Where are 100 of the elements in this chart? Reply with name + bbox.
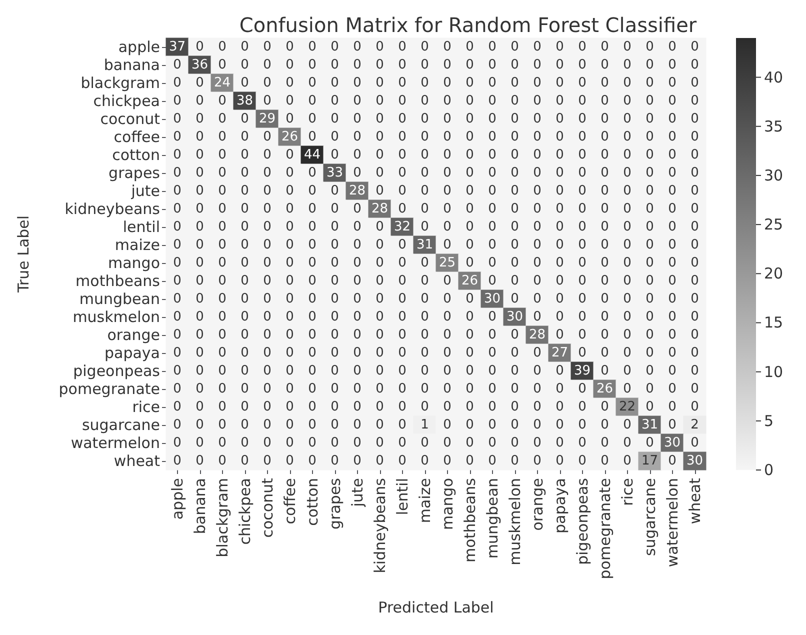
data-label: 0 <box>623 184 632 198</box>
data-label: 0 <box>466 346 474 360</box>
data-label: 0 <box>443 346 452 360</box>
data-label: 0 <box>173 418 182 432</box>
data-label: 0 <box>646 148 654 162</box>
data-label: 0 <box>330 274 339 288</box>
data-label: 0 <box>668 292 676 306</box>
data-label: 0 <box>398 382 406 396</box>
data-label: 0 <box>398 400 406 414</box>
data-label: 0 <box>286 346 294 360</box>
data-label: 0 <box>600 58 609 72</box>
data-label: 0 <box>646 328 654 342</box>
data-label: 0 <box>240 166 249 180</box>
data-label: 0 <box>398 364 406 378</box>
data-label: 0 <box>240 58 249 72</box>
data-label: 33 <box>326 166 344 180</box>
data-label: 0 <box>533 220 542 234</box>
data-label: 0 <box>510 364 519 378</box>
data-label: 0 <box>623 454 632 468</box>
data-label: 0 <box>533 184 542 198</box>
data-label: 0 <box>286 40 294 54</box>
data-label: 0 <box>600 328 609 342</box>
data-label: 0 <box>488 328 496 342</box>
data-label: 0 <box>488 364 496 378</box>
data-label: 0 <box>623 256 632 270</box>
data-label: 0 <box>398 76 406 90</box>
data-label: 0 <box>173 130 182 144</box>
data-label: 0 <box>690 400 699 414</box>
data-label: 0 <box>466 256 474 270</box>
data-label: 0 <box>510 382 519 396</box>
data-label: 0 <box>398 256 406 270</box>
data-label: 0 <box>600 436 609 450</box>
data-label: 22 <box>618 400 636 414</box>
data-label: 0 <box>173 238 182 252</box>
data-label: 0 <box>398 130 406 144</box>
data-label: 0 <box>668 328 676 342</box>
data-label: 0 <box>286 436 294 450</box>
data-label: 0 <box>308 58 316 72</box>
data-label: 28 <box>371 202 388 216</box>
data-label: 0 <box>488 130 496 144</box>
y-tick-label: kidneybeans <box>64 200 160 218</box>
data-label: 0 <box>353 76 362 90</box>
data-label: 0 <box>690 256 699 270</box>
data-label: 0 <box>533 346 542 360</box>
data-label: 0 <box>376 418 384 432</box>
data-label: 0 <box>646 202 654 216</box>
data-label: 0 <box>218 148 226 162</box>
x-tick-label: lentil <box>393 478 412 516</box>
data-label: 0 <box>330 148 339 162</box>
data-label: 0 <box>173 220 182 234</box>
data-label: 0 <box>376 292 384 306</box>
y-axis-title: True Label <box>14 215 32 294</box>
data-label: 0 <box>488 382 496 396</box>
data-label: 0 <box>240 400 249 414</box>
y-tick-label: coffee <box>114 128 160 146</box>
data-label: 0 <box>556 148 564 162</box>
y-tick-label: pigeonpeas <box>73 362 160 380</box>
data-label: 0 <box>196 166 204 180</box>
color-bar-label: 35 <box>764 117 784 136</box>
data-label: 0 <box>488 400 496 414</box>
data-label: 0 <box>578 58 586 72</box>
data-label: 0 <box>263 274 272 288</box>
data-label: 0 <box>376 58 384 72</box>
data-label: 0 <box>398 436 406 450</box>
data-label: 0 <box>556 328 564 342</box>
data-label: 0 <box>533 202 542 216</box>
data-label: 0 <box>353 238 362 252</box>
color-bar-label: 0 <box>764 461 774 479</box>
data-label: 0 <box>218 184 226 198</box>
data-label: 0 <box>668 202 676 216</box>
data-label: 0 <box>646 184 654 198</box>
data-label: 0 <box>600 256 609 270</box>
data-label: 0 <box>510 454 519 468</box>
data-label: 44 <box>304 148 321 162</box>
data-label: 0 <box>466 166 474 180</box>
data-label: 0 <box>240 274 249 288</box>
data-label: 0 <box>690 364 699 378</box>
data-label: 0 <box>218 40 226 54</box>
data-label: 0 <box>510 436 519 450</box>
y-tick-label: papaya <box>104 344 160 362</box>
data-label: 26 <box>596 382 614 396</box>
data-label: 0 <box>330 418 339 432</box>
data-label: 0 <box>286 400 294 414</box>
data-label: 0 <box>488 346 496 360</box>
data-label: 0 <box>286 292 294 306</box>
data-label: 28 <box>348 184 366 198</box>
data-label: 0 <box>578 238 586 252</box>
data-label: 0 <box>263 310 272 324</box>
data-label: 0 <box>196 202 204 216</box>
data-label: 0 <box>510 328 519 342</box>
data-label: 0 <box>218 94 226 108</box>
data-label: 0 <box>533 400 542 414</box>
data-label: 0 <box>398 40 406 54</box>
data-label: 0 <box>578 382 586 396</box>
data-label: 0 <box>196 274 204 288</box>
data-label: 0 <box>600 94 609 108</box>
data-label: 0 <box>218 346 226 360</box>
data-label: 0 <box>690 328 699 342</box>
data-label: 0 <box>443 454 452 468</box>
data-label: 0 <box>488 274 496 288</box>
